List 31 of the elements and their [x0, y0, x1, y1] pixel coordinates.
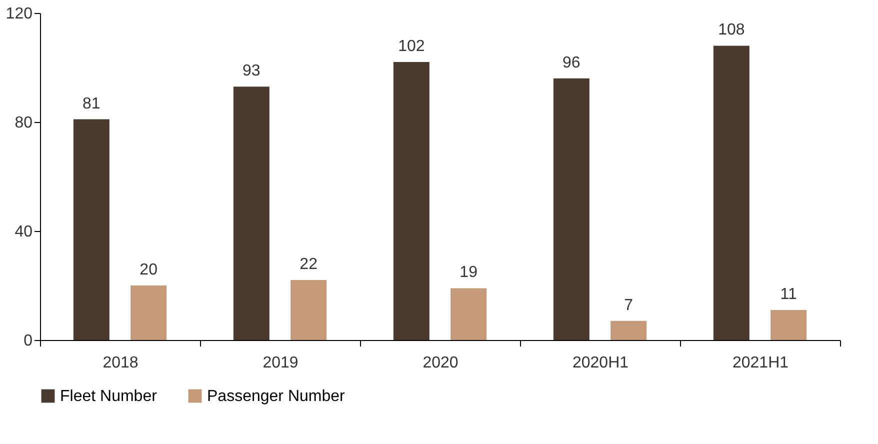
data-label: 19: [460, 264, 478, 282]
bar: [73, 119, 110, 340]
bar: [713, 46, 750, 340]
bar: [130, 286, 167, 340]
bar: [450, 288, 487, 340]
data-label: 81: [82, 95, 100, 112]
data-label: 108: [718, 22, 745, 39]
data-label: 11: [780, 286, 797, 304]
data-label: 102: [398, 38, 425, 56]
data-label: 7: [624, 296, 634, 314]
bar: [610, 320, 647, 340]
bar: [290, 280, 327, 340]
x-tick-label: 2020H1: [572, 354, 629, 372]
x-tick-label: 2018: [102, 354, 138, 372]
y-tick-label: 120: [6, 6, 33, 22]
x-tick-label: 2020: [422, 354, 458, 372]
data-label: 93: [242, 62, 260, 80]
bar: [553, 78, 590, 340]
bar: [233, 86, 270, 340]
bar: [770, 310, 807, 340]
bar: [393, 62, 430, 340]
legend-label: Fleet Number: [60, 388, 158, 405]
x-tick-label: 2021H1: [732, 354, 789, 372]
y-tick-label: 40: [14, 224, 33, 240]
data-label: 96: [562, 54, 580, 72]
legend-label: Passenger Number: [207, 388, 346, 405]
data-label: 20: [140, 262, 158, 278]
data-label: 22: [300, 256, 318, 274]
y-tick-label: 80: [14, 114, 33, 132]
y-tick-label: 0: [24, 332, 33, 350]
x-tick-label: 2019: [262, 354, 298, 372]
